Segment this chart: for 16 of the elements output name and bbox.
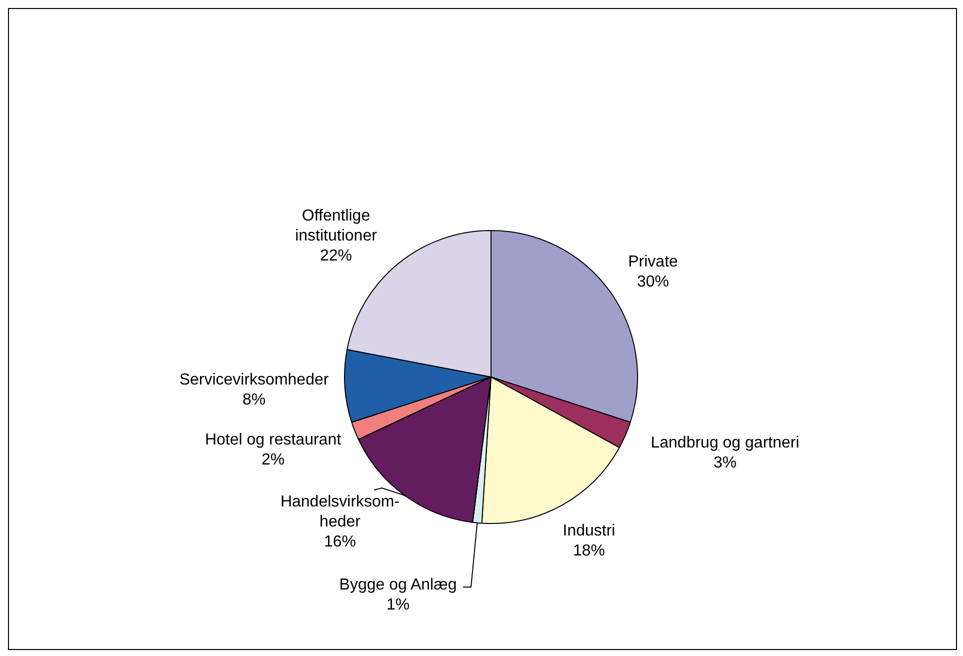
slice-label: Hotel og restaurant — [204, 431, 342, 448]
slice-label: Servicevirksomheder — [179, 371, 330, 388]
data-label: 22% — [320, 247, 352, 264]
slice-label: Bygge og Anlæg — [339, 576, 457, 594]
slice-label: Handelsvirksom- heder — [280, 493, 400, 530]
slice-label: Landbrug og gartneri — [650, 434, 800, 452]
data-label: 2% — [261, 451, 285, 468]
data-label: 1% — [386, 596, 410, 614]
data-label: 16% — [324, 533, 356, 550]
data-label: 3% — [713, 454, 737, 472]
data-label: 18% — [572, 542, 606, 560]
slice-label: Industri — [562, 522, 616, 540]
data-label: 8% — [242, 391, 266, 408]
slice-label: Offentlige institutioner — [295, 207, 378, 244]
slice-label: Private — [628, 253, 678, 270]
data-label: 30% — [636, 273, 670, 290]
